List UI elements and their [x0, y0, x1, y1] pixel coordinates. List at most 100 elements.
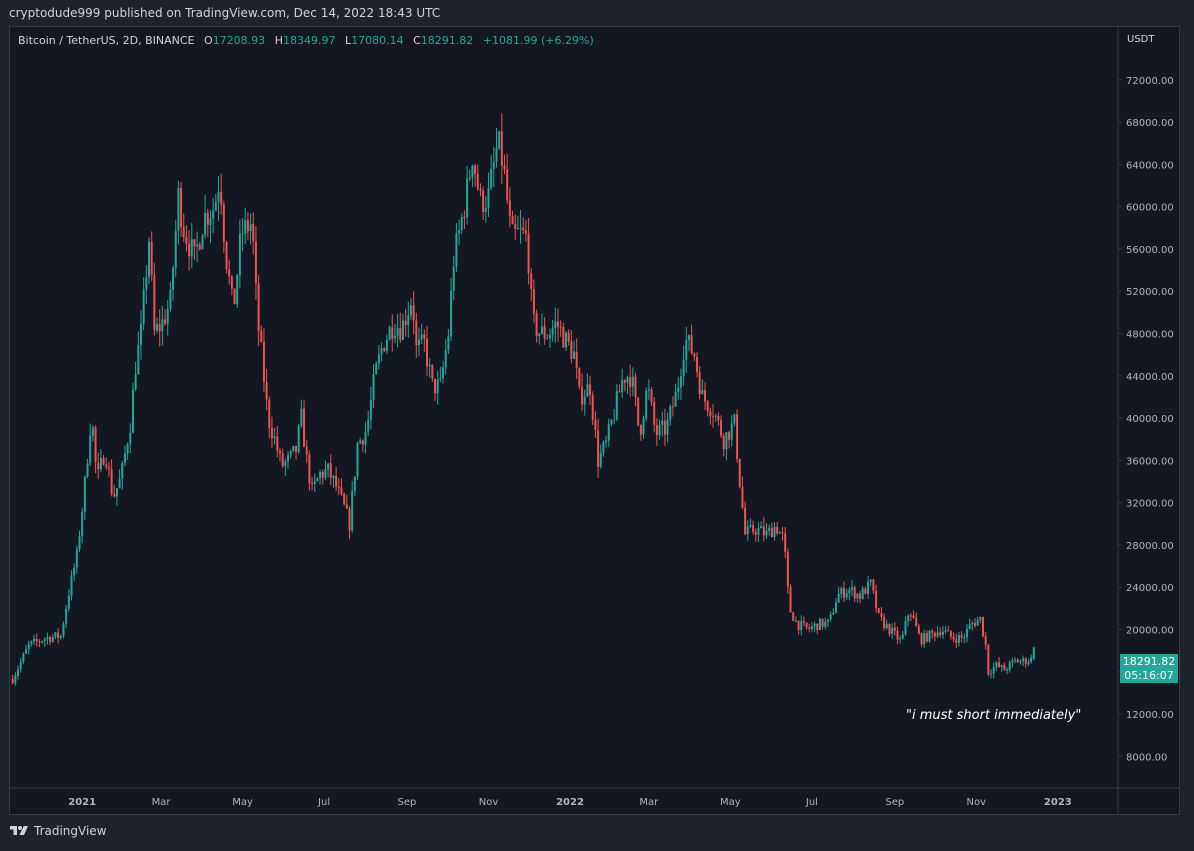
candle-body — [246, 219, 249, 232]
candle-body — [923, 633, 926, 645]
candle — [268, 396, 271, 439]
candle-body — [687, 335, 690, 340]
candle — [372, 364, 375, 408]
candle — [284, 458, 287, 477]
candle-body — [41, 641, 44, 643]
candle-body — [222, 204, 225, 242]
candle — [484, 195, 487, 223]
candle — [736, 409, 739, 463]
candle — [548, 328, 551, 348]
candle-body — [196, 244, 199, 247]
candle — [217, 176, 220, 221]
candle — [800, 615, 803, 636]
candle — [123, 445, 126, 467]
candle-body — [984, 636, 987, 645]
candle-body — [762, 526, 765, 536]
candle-body — [837, 594, 840, 603]
candle — [404, 308, 407, 337]
candle-body — [907, 615, 910, 622]
candle — [276, 425, 279, 458]
candle-body — [893, 627, 896, 631]
candle-body — [990, 673, 993, 675]
candle — [369, 386, 372, 430]
candle-body — [848, 589, 851, 594]
candle-body — [260, 331, 263, 342]
candle-body — [335, 476, 338, 487]
candle-body — [220, 191, 223, 205]
candle-body — [353, 476, 356, 491]
candle-body — [295, 445, 298, 452]
candle — [757, 521, 760, 542]
candle — [444, 339, 447, 375]
candle — [385, 334, 388, 354]
candle-body — [717, 415, 720, 421]
candle — [765, 522, 768, 540]
candle-body — [765, 530, 768, 536]
candle-body — [607, 424, 610, 441]
candle-body — [172, 268, 175, 290]
candle-body — [83, 476, 86, 512]
candle — [979, 616, 982, 624]
candle — [1000, 664, 1003, 672]
candle-body — [436, 379, 439, 394]
candle — [720, 415, 723, 439]
candle-body — [965, 628, 968, 638]
candle-body — [126, 444, 129, 454]
candle-body — [303, 408, 306, 447]
candle-body — [877, 608, 880, 613]
candle — [522, 217, 525, 235]
candle — [43, 637, 46, 647]
candle-body — [399, 328, 402, 340]
candle — [615, 384, 618, 422]
candle — [575, 338, 578, 380]
candle-body — [586, 384, 589, 397]
candle-body — [645, 390, 648, 419]
candle — [99, 449, 102, 473]
candle — [623, 379, 626, 392]
candle-body — [369, 399, 372, 420]
candle — [597, 418, 600, 479]
candle-body — [182, 226, 185, 237]
candle — [982, 616, 985, 638]
candle-body — [476, 173, 479, 189]
candle-body — [11, 679, 14, 684]
candle-body — [883, 616, 886, 628]
candle-body — [800, 621, 803, 631]
candle — [1016, 657, 1019, 663]
candle-body — [57, 632, 60, 638]
candle-body — [442, 367, 445, 379]
candle — [834, 598, 837, 614]
candle-body — [1003, 665, 1006, 671]
candle — [778, 531, 781, 534]
candle — [559, 320, 562, 337]
candle-body — [238, 233, 241, 276]
candle — [393, 323, 396, 344]
candle-body — [671, 406, 674, 408]
candle-body — [968, 624, 971, 629]
candle — [254, 226, 257, 300]
candle — [399, 312, 402, 343]
time-tick-label: Nov — [479, 797, 499, 808]
footer-brand[interactable]: TradingView — [9, 824, 107, 838]
candle-body — [78, 536, 81, 550]
candle-body — [698, 371, 701, 395]
candle-body — [730, 423, 733, 440]
candle-body — [75, 549, 78, 568]
candle — [901, 630, 904, 640]
low-key: L — [344, 34, 352, 47]
candle — [971, 620, 974, 631]
candle — [538, 332, 541, 345]
candle-body — [1000, 665, 1003, 667]
candle-body — [562, 327, 565, 348]
candle — [746, 520, 749, 541]
candle-body — [663, 420, 666, 435]
candle — [177, 180, 180, 245]
symbol-label[interactable]: Bitcoin / TetherUS, 2D, BINANCE — [18, 34, 195, 47]
candle-body — [931, 630, 934, 633]
candle — [340, 478, 343, 496]
candle — [754, 528, 757, 542]
candle-body — [388, 327, 391, 340]
candle — [645, 387, 648, 422]
candle-body — [281, 453, 284, 466]
